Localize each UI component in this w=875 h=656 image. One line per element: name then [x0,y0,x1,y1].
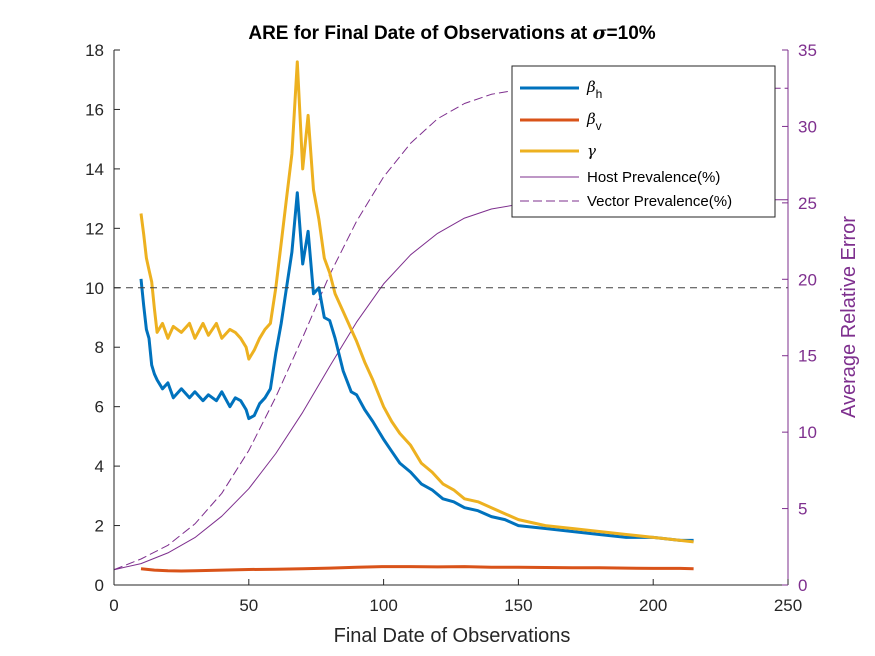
y-right-tick-label: 25 [798,194,817,213]
x-tick-label: 100 [369,596,397,615]
y-right-tick-label: 15 [798,347,817,366]
legend: βh βv γ Host Prevalence(%) Vector Preval… [511,65,776,218]
legend-box [511,65,776,218]
y-right-tick-label: 5 [798,500,807,519]
y-left-tick-label: 18 [85,41,104,60]
x-tick-label: 150 [504,596,532,615]
y-left-tick-label: 12 [85,219,104,238]
series-gamma-line [139,60,694,544]
legend-label-beta-h: βh [586,78,602,101]
y-left-tick-label: 16 [85,100,104,119]
y-left-tick-label: 0 [95,576,104,595]
x-tick-label: 50 [239,596,258,615]
y-left-tick-label: 14 [85,160,104,179]
y-left-tick-label: 6 [95,398,104,417]
y-left-tick-label: 4 [95,457,104,476]
x-tick-label: 0 [109,596,118,615]
right-axis-label: Average Relative Error [838,216,860,418]
legend-label-gamma: γ [587,142,596,160]
x-tick-label: 200 [639,596,667,615]
y-right-tick-label: 20 [798,270,817,289]
y-right-tick-label: 10 [798,423,817,442]
x-tick-label: 250 [774,596,802,615]
legend-label-beta-v: βv [586,110,602,133]
x-axis-label: Final Date of Observations [334,625,571,647]
series-vector-prevalence-line [114,87,788,571]
legend-label-host-prevalence: Host Prevalence(%) [587,169,720,186]
title-prefix: ARE for Final Date of Observations at [248,23,592,44]
series-beta-h-line [139,191,694,542]
y-left-tick-label: 2 [95,517,104,536]
chart-title: ARE for Final Date of Observations at σ=… [248,22,655,44]
legend-label-vector-prevalence: Vector Prevalence(%) [587,193,732,210]
y-left-tick-label: 8 [95,338,104,357]
title-symbol: σ [593,22,608,44]
y-right-tick-label: 35 [798,41,817,60]
y-left-tick-label: 10 [85,279,104,298]
series-beta-v-line [140,565,694,573]
title-suffix: =10% [607,23,656,44]
y-right-tick-label: 0 [798,576,807,595]
y-right-tick-label: 30 [798,117,817,136]
